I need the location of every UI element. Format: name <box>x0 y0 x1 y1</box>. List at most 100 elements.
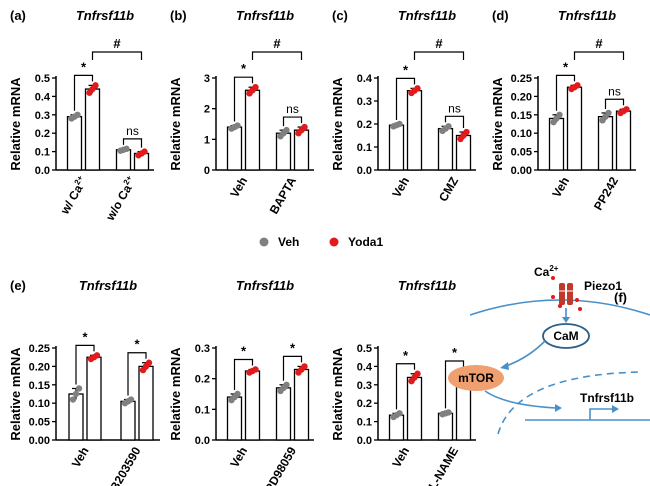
significance-bracket <box>555 74 576 111</box>
y-tick-label: 0.3 <box>195 343 210 355</box>
category-label: PD98059 <box>262 444 299 486</box>
data-point <box>234 122 241 129</box>
bar <box>226 126 243 171</box>
significance-bracket <box>233 76 254 122</box>
data-point <box>556 111 563 119</box>
significance-label: * <box>403 62 409 77</box>
panel-title: Tnfrsf11b <box>79 278 137 293</box>
data-point <box>92 82 99 89</box>
category-label: Veh <box>549 175 572 200</box>
y-tick-label: 0 <box>204 165 210 177</box>
panel-title: Tnfrsf11b <box>236 8 294 23</box>
y-tick-label: 0.0 <box>35 165 50 177</box>
data-point <box>234 390 241 398</box>
calcium-ions-icon <box>551 276 582 311</box>
y-tick-label: 0.0 <box>195 435 210 447</box>
bar <box>406 376 423 441</box>
data-point <box>141 148 148 155</box>
bar <box>293 368 310 441</box>
y-axis-label: Relative mRNA <box>330 347 345 441</box>
promoter-arrow <box>589 408 612 420</box>
data-point <box>72 390 80 398</box>
chart-panel-6: Tnfrsf11b Relative mRNA 0.0 0.1 0.2 0.3 Veh * PD… <box>168 278 314 486</box>
data-point <box>445 123 452 130</box>
y-tick-label: 0.20 <box>29 361 50 373</box>
significance-label: ns <box>126 124 139 138</box>
bar <box>138 365 154 441</box>
y-tick-label: 0.2 <box>357 398 372 410</box>
data-point <box>145 359 153 366</box>
category-label: w/ Ca2+ <box>56 174 90 218</box>
data-point <box>623 106 630 113</box>
data-point <box>463 128 470 136</box>
data-point <box>396 410 403 417</box>
y-tick-label: 0.15 <box>29 380 50 392</box>
between-group-label: # <box>595 36 603 51</box>
piezo1-label: Piezo1 <box>584 279 622 293</box>
significance-label: * <box>81 59 87 74</box>
between-group-label: # <box>435 36 443 51</box>
bar <box>548 117 565 171</box>
chart-panel-3: (c) Tnfrsf11b Relative mRNA 0.0 0.1 0.2 0.3 0.4… <box>330 8 476 204</box>
bar <box>615 110 632 171</box>
y-tick-label: 3 <box>204 73 210 85</box>
y-tick-label: 1 <box>204 134 210 146</box>
between-group-bracket <box>251 51 303 60</box>
data-point <box>69 396 77 403</box>
data-point <box>445 409 452 416</box>
panel-label: (b) <box>170 8 187 23</box>
cam-to-mtor-arrowhead-icon <box>500 362 509 370</box>
y-tick-label: 0.1 <box>35 147 50 159</box>
legend-veh-marker <box>259 237 269 247</box>
bar <box>226 396 243 441</box>
y-tick-label: 0.5 <box>357 343 372 355</box>
y-tick-label: 0.5 <box>35 73 50 85</box>
diagram-panel-label: (f) <box>614 290 627 305</box>
y-tick-label: 0.3 <box>35 110 50 122</box>
panel-label: (d) <box>492 8 509 23</box>
between-group-bracket <box>91 51 143 60</box>
data-point <box>301 123 308 131</box>
mtor-to-gene-arrow <box>484 390 557 409</box>
bar <box>275 387 292 441</box>
significance-label: * <box>290 340 296 355</box>
significance-label: * <box>241 343 247 358</box>
significance-bracket <box>127 352 147 396</box>
bar <box>388 124 405 171</box>
bar <box>86 356 102 441</box>
between-group-bracket <box>413 51 465 60</box>
y-tick-label: 0.1 <box>357 417 372 429</box>
data-point <box>75 385 83 392</box>
bar <box>244 370 261 441</box>
category-label: Veh <box>227 445 250 470</box>
mtor-to-gene-arrowhead-icon <box>555 404 562 412</box>
bar <box>437 127 454 171</box>
y-tick-label: 0.15 <box>511 110 532 122</box>
panel-title: Tnfrsf11b <box>398 278 456 293</box>
legend: Veh Yoda1 <box>259 235 383 249</box>
y-tick-label: 2 <box>204 104 210 116</box>
data-point <box>283 126 290 134</box>
legend-yoda1-marker <box>329 237 339 247</box>
category-label: Veh <box>69 445 92 470</box>
y-tick-label: 0.25 <box>29 343 50 355</box>
panel-title: Tnfrsf11b <box>558 8 616 23</box>
significance-label: * <box>82 329 88 344</box>
between-group-label: # <box>273 36 281 51</box>
piezo1-channel-icon <box>557 283 575 305</box>
panel-title: Tnfrsf11b <box>236 278 294 293</box>
y-tick-label: 0.0 <box>357 165 372 177</box>
piezo-to-cam-arrowhead-icon <box>562 317 570 323</box>
cam-node <box>542 323 590 349</box>
category-label: L-NAME <box>426 445 461 486</box>
panel-title: Tnfrsf11b <box>76 8 134 23</box>
y-axis-label: Relative mRNA <box>168 347 183 441</box>
bar <box>293 129 310 171</box>
significance-bracket <box>444 360 465 409</box>
significance-bracket <box>75 344 95 385</box>
data-point <box>605 109 612 117</box>
gene-label: Tnfrsf11b <box>580 391 634 405</box>
data-point <box>414 370 421 377</box>
mtor-node <box>448 365 504 391</box>
